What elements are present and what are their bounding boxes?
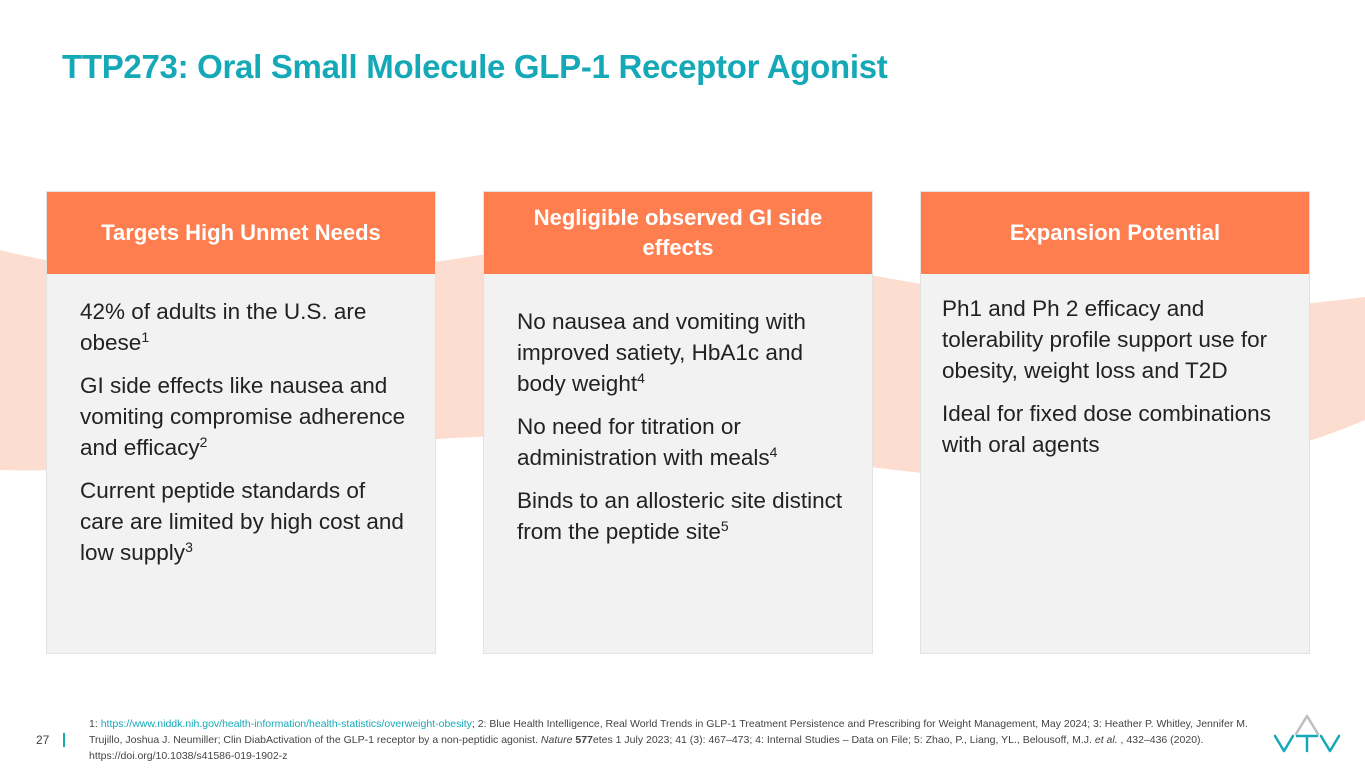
card-body: No nausea and vomiting with improved sat…: [484, 306, 872, 547]
footnote-ref: 1: [141, 329, 150, 345]
page-number-divider: [63, 733, 65, 747]
footnote-link[interactable]: https://www.niddk.nih.gov/health-informa…: [100, 718, 472, 730]
footnote-ref: 2: [199, 434, 208, 450]
bullet-text: No need for titration or administration …: [517, 414, 778, 470]
card-gi-side-effects: Negligible observed GI side effects No n…: [483, 191, 873, 654]
page-title: TTP273: Oral Small Molecule GLP-1 Recept…: [62, 48, 888, 85]
bullet-text: Binds to an allosteric site distinct fro…: [517, 488, 843, 544]
card-body: 42% of adults in the U.S. are obese1 GI …: [47, 296, 435, 568]
vtv-logo-icon: [1273, 714, 1341, 753]
bullet-text: 42% of adults in the U.S. are obese1: [80, 299, 367, 355]
footnote-ref: 5: [720, 518, 729, 534]
bullet-text: GI side effects like nausea and vomiting…: [80, 373, 406, 460]
bullet-text: Ph1 and Ph 2 efficacy and tolerability p…: [942, 296, 1268, 383]
card-unmet-needs: Targets High Unmet Needs 42% of adults i…: [46, 191, 436, 654]
card-header: Expansion Potential: [921, 192, 1309, 274]
card-header: Targets High Unmet Needs: [47, 192, 435, 274]
footnote-ref: 3: [185, 539, 193, 555]
bullet-text: No nausea and vomiting with improved sat…: [517, 309, 806, 396]
footnote: 1: https://www.niddk.nih.gov/health-info…: [89, 718, 1248, 762]
bullet-text: Current peptide standards of care are li…: [80, 478, 404, 565]
bullet-text: Ideal for fixed dose combinations with o…: [942, 401, 1271, 457]
footnote-ref: 4: [769, 444, 778, 460]
card-header: Negligible observed GI side effects: [484, 192, 872, 274]
page-number: 27: [36, 733, 50, 747]
footnote-ref: 4: [637, 370, 645, 386]
card-expansion-potential: Expansion Potential Ph1 and Ph 2 efficac…: [920, 191, 1310, 654]
card-body: Ph1 and Ph 2 efficacy and tolerability p…: [921, 293, 1309, 460]
